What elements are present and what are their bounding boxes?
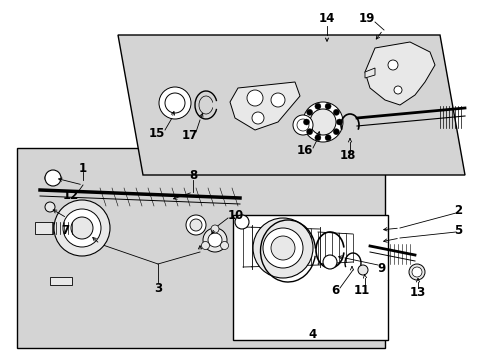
Polygon shape [229,82,299,130]
Circle shape [270,236,294,260]
Text: 18: 18 [339,149,355,162]
Polygon shape [118,35,464,175]
Circle shape [292,115,312,135]
Text: 3: 3 [154,282,162,294]
Text: 15: 15 [148,126,165,140]
Text: 11: 11 [353,284,369,297]
Circle shape [251,112,264,124]
Text: 13: 13 [409,285,425,298]
Text: 5: 5 [453,224,461,237]
Text: 1: 1 [79,162,87,175]
Circle shape [203,228,226,252]
Circle shape [296,119,308,131]
Circle shape [325,103,330,109]
Polygon shape [364,68,374,78]
Circle shape [207,233,222,247]
Circle shape [333,129,339,135]
Text: 19: 19 [358,12,374,24]
Circle shape [45,202,55,212]
Circle shape [408,264,424,280]
Bar [17,148,384,348]
Circle shape [164,93,184,113]
Circle shape [190,219,202,231]
Circle shape [303,119,309,125]
Circle shape [303,102,342,142]
Circle shape [411,267,421,277]
Circle shape [63,209,101,247]
Text: 8: 8 [188,168,197,181]
Circle shape [387,60,397,70]
Text: 9: 9 [377,261,386,274]
Circle shape [309,109,335,135]
Polygon shape [364,42,434,105]
Circle shape [325,135,330,141]
Bar [232,215,387,340]
Text: 10: 10 [227,208,244,221]
Circle shape [357,265,367,275]
Text: 4: 4 [308,328,317,342]
Bar [50,277,72,285]
Text: 2: 2 [453,203,461,216]
Circle shape [306,109,312,115]
Circle shape [323,255,336,269]
Circle shape [201,242,209,249]
Circle shape [220,242,228,249]
Circle shape [159,87,191,119]
Circle shape [263,228,303,268]
Bar [35,222,53,234]
Circle shape [45,170,61,186]
Circle shape [246,90,263,106]
Circle shape [270,93,285,107]
Circle shape [235,215,248,229]
Circle shape [252,218,312,278]
Circle shape [185,215,205,235]
Circle shape [210,225,219,233]
Circle shape [54,200,110,256]
Circle shape [314,135,320,141]
Text: 6: 6 [330,284,339,297]
Circle shape [71,217,93,239]
Text: 14: 14 [318,12,334,24]
Circle shape [333,109,339,115]
Circle shape [306,129,312,135]
Text: 16: 16 [296,144,312,157]
Circle shape [336,119,342,125]
Circle shape [393,86,401,94]
Text: 12: 12 [63,189,79,202]
Text: 17: 17 [182,129,198,141]
Ellipse shape [45,173,61,183]
Circle shape [314,103,320,109]
Text: 7: 7 [61,224,69,237]
